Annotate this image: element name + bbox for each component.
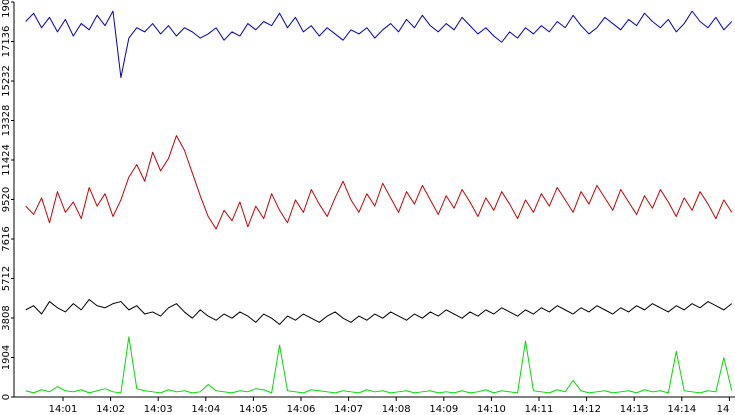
- x-tick-label: 14:05: [239, 404, 268, 415]
- y-tick-label: 11424: [1, 144, 12, 176]
- y-tick-label: 1904: [1, 345, 12, 370]
- x-tick-label: 14: [717, 404, 730, 415]
- x-tick-label: 14:10: [477, 404, 506, 415]
- x-tick-label: 14:14: [667, 404, 696, 415]
- series-layer: [25, 10, 733, 394]
- y-tick-label: 3808: [1, 305, 12, 330]
- x-tick-label: 14:12: [572, 404, 601, 415]
- x-tick-label: 14:04: [191, 404, 220, 415]
- x-tick-label: 14:02: [96, 404, 125, 415]
- x-tick-label: 14:11: [525, 404, 554, 415]
- x-tick-label: 14:06: [287, 404, 316, 415]
- series-line-1: [25, 10, 733, 79]
- series-line-4: [25, 336, 733, 394]
- y-tick-label: 15232: [1, 65, 12, 97]
- x-tick-label: 14:01: [49, 404, 78, 415]
- y-tick-label: 13328: [1, 105, 12, 137]
- y-tick-label: 0: [1, 394, 12, 400]
- x-tick-label: 14:03: [144, 404, 173, 415]
- y-tick-label: 5712: [1, 266, 12, 291]
- x-tick-label: 14:07: [334, 404, 363, 415]
- y-tick-label: 9520: [1, 187, 12, 212]
- x-tick-label: 14:08: [382, 404, 411, 415]
- x-tick-label: 14:09: [429, 404, 458, 415]
- series-line-2: [25, 135, 733, 230]
- y-tick-label: 7616: [1, 226, 12, 251]
- x-tick-label: 14:13: [620, 404, 649, 415]
- series-line-3: [25, 298, 733, 325]
- y-tick-label: 19040: [1, 0, 12, 18]
- y-tick-label: 17136: [1, 26, 12, 58]
